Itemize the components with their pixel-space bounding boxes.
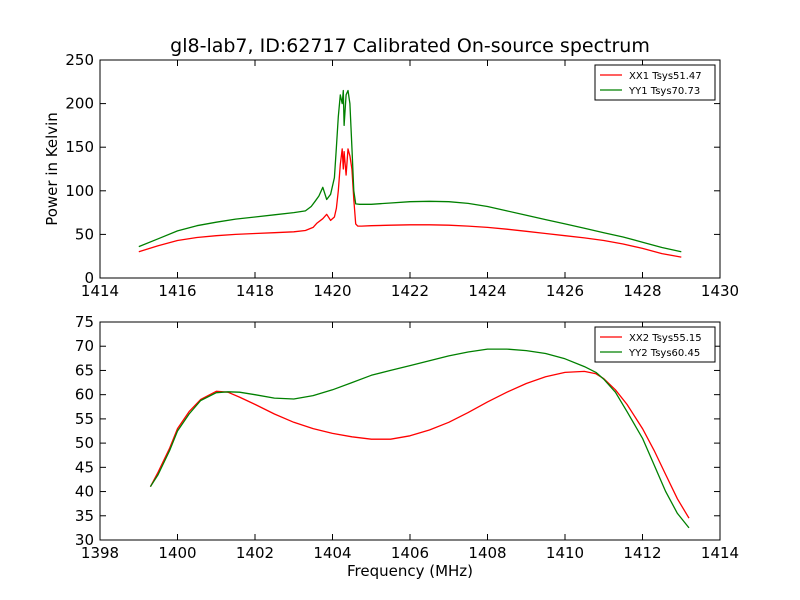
bottom-series-line-yy — [149, 348, 690, 529]
bottom-series-group — [149, 348, 690, 529]
top-x-tick-label: 1418 — [236, 282, 274, 300]
top-x-tick-label: 1428 — [623, 282, 661, 300]
bottom-x-tick-label: 1412 — [623, 544, 661, 562]
bottom-series-line-xx — [149, 370, 690, 519]
bottom-x-tick-label: 1402 — [236, 544, 274, 562]
top-legend-box — [594, 64, 716, 101]
bottom-y-tick-label: 70 — [75, 337, 94, 355]
top-legend-label-yy1: YY1 Tsys70.73 — [628, 86, 700, 97]
top-legend: XX1 Tsys51.47 YY1 Tsys70.73 — [594, 64, 716, 101]
top-series-line-yy — [138, 89, 682, 253]
bottom-plot-frame — [99, 321, 721, 541]
bottom-x-tick-label: 1404 — [313, 544, 351, 562]
bottom-legend-box — [594, 326, 716, 363]
top-series-line-xx — [138, 148, 682, 258]
bottom-y-tick-label: 65 — [75, 361, 94, 379]
bottom-x-axis-label: Frequency (MHz) — [347, 562, 473, 580]
bottom-y-tick-label: 55 — [75, 410, 94, 428]
chart-title: gl8-lab7, ID:62717 Calibrated On-source … — [170, 35, 650, 57]
top-y-tick-label: 250 — [65, 51, 94, 69]
top-x-tick-label: 1416 — [158, 282, 196, 300]
top-x-tick-label: 1414 — [81, 282, 119, 300]
bottom-y-tick-label: 40 — [75, 483, 94, 501]
top-series-group — [138, 89, 682, 258]
bottom-x-tick-label: 1406 — [391, 544, 429, 562]
bottom-legend-label-yy2: YY2 Tsys60.45 — [628, 348, 700, 359]
bottom-x-tick-label: 1408 — [468, 544, 506, 562]
bottom-legend-label-xx2: XX2 Tsys55.15 — [629, 333, 702, 344]
bottom-y-tick-label: 50 — [75, 434, 94, 452]
bottom-x-tick-label: 1414 — [701, 544, 739, 562]
top-x-tick-label: 1424 — [468, 282, 506, 300]
top-y-tick-label: 100 — [65, 182, 94, 200]
top-x-tick-label: 1430 — [701, 282, 739, 300]
bottom-subplot: 1398 1400 1402 1404 1406 1408 1410 1412 1414 30 35… — [75, 313, 739, 580]
top-plot-frame — [99, 59, 721, 279]
bottom-x-tick-label: 1400 — [158, 544, 196, 562]
top-y-tick-label: 0 — [84, 269, 94, 287]
bottom-y-tick-label: 45 — [75, 458, 94, 476]
bottom-x-tick-label: 1410 — [546, 544, 584, 562]
bottom-y-tick-label: 75 — [75, 313, 94, 331]
top-y-axis-label: Power in Kelvin — [43, 112, 61, 226]
bottom-y-tick-label: 60 — [75, 386, 94, 404]
top-legend-label-xx1: XX1 Tsys51.47 — [629, 71, 702, 82]
top-y-tick-label: 200 — [65, 95, 94, 113]
bottom-ticks: 1398 1400 1402 1404 1406 1408 1410 1412 1414 30 35… — [75, 313, 739, 562]
top-ticks: 1414 1416 1418 1420 1422 1424 1426 1428 1430 0 50 1… — [65, 51, 739, 300]
bottom-legend: XX2 Tsys55.15 YY2 Tsys60.45 — [594, 326, 716, 363]
top-subplot: 1414 1416 1418 1420 1422 1424 1426 1428 1430 0 50 1… — [43, 51, 739, 300]
top-y-tick-label: 150 — [65, 138, 94, 156]
top-y-tick-label: 50 — [75, 225, 94, 243]
top-x-tick-label: 1420 — [313, 282, 351, 300]
top-x-tick-label: 1426 — [546, 282, 584, 300]
bottom-x-tick-label: 1398 — [81, 544, 119, 562]
top-x-tick-label: 1422 — [391, 282, 429, 300]
bottom-y-tick-label: 30 — [75, 531, 94, 549]
bottom-y-tick-label: 35 — [75, 507, 94, 525]
